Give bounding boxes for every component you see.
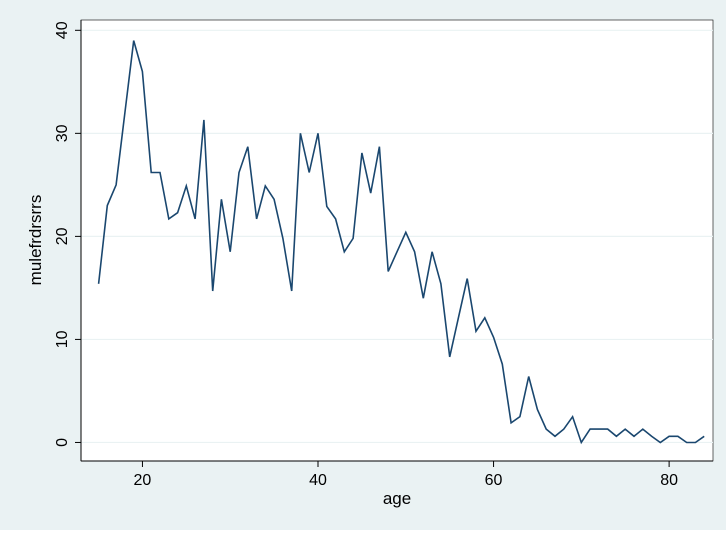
x-axis-title: age [383,489,411,508]
y-axis-title: mulefrdrsrrs [26,195,45,286]
x-tick-label: 20 [134,472,152,489]
series [97,40,705,445]
y-tick-label: 20 [54,227,71,245]
y-tick-label: 0 [54,438,71,447]
ticks: 0 10 20 30 40 20 40 60 80 [54,21,678,489]
plot-area [80,19,714,462]
y-tick-label: 30 [54,124,71,142]
x-tick-label: 60 [485,472,503,489]
axes [80,20,713,462]
y-tick-label: 40 [54,21,71,39]
grid-lines [81,29,713,444]
x-tick-label: 40 [309,472,327,489]
series-line [97,40,705,445]
x-tick-label: 80 [660,472,678,489]
y-tick-label: 10 [54,330,71,348]
